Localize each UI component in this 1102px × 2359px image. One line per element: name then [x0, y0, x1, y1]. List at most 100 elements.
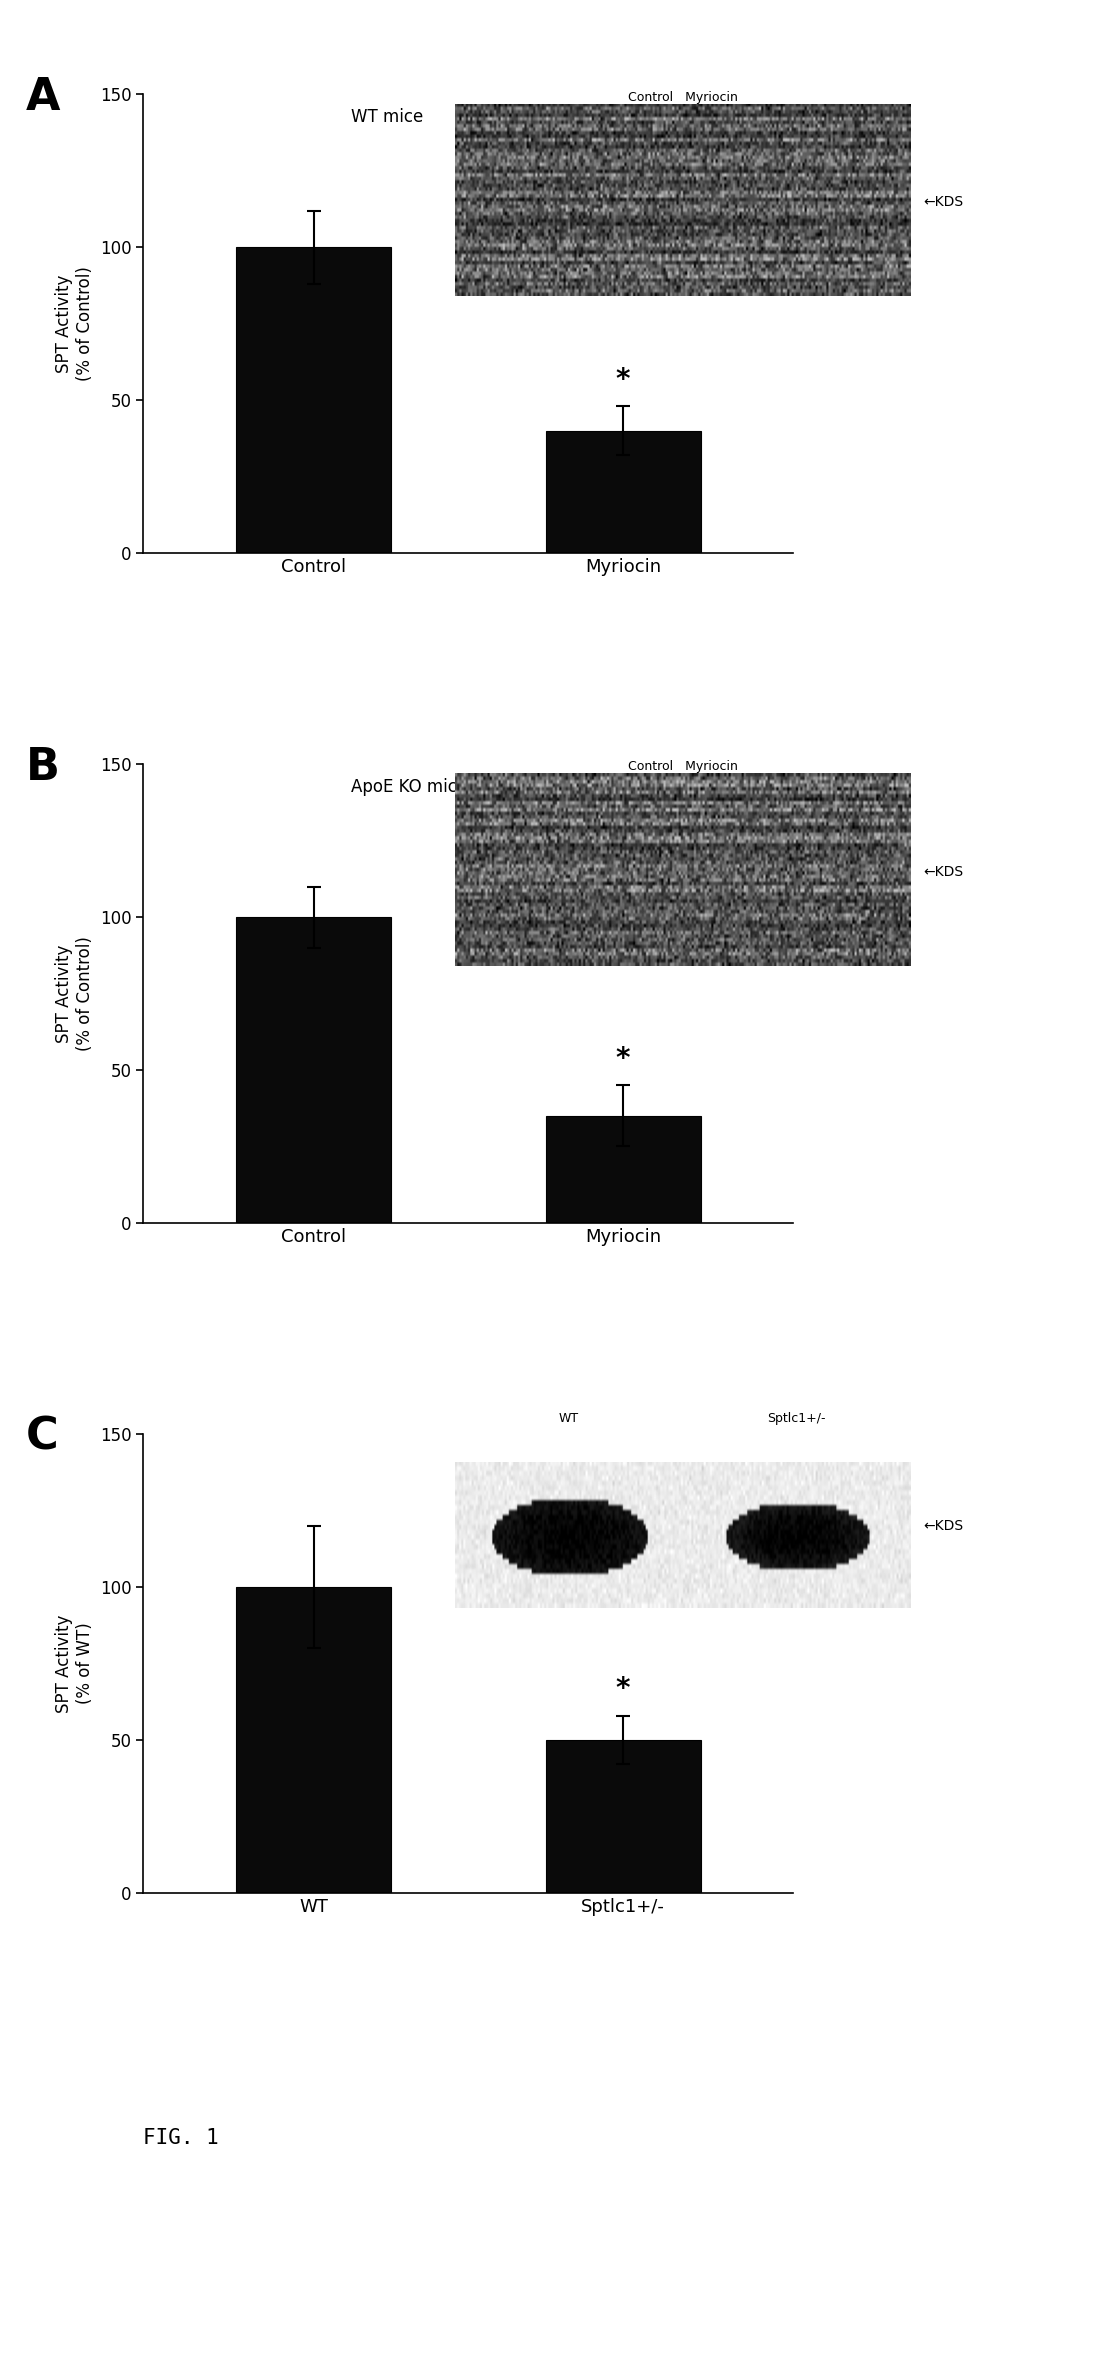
Point — [251, 413, 269, 451]
Point — [629, 1184, 647, 1222]
Point — [294, 474, 312, 512]
Point — [555, 1175, 573, 1213]
Point — [246, 1788, 263, 1826]
Point — [245, 1029, 262, 1066]
Point — [602, 1774, 619, 1812]
Point — [657, 1165, 674, 1203]
Point — [315, 330, 333, 368]
Point — [604, 1833, 622, 1871]
Point — [674, 1118, 692, 1156]
Point — [579, 1151, 596, 1189]
Point — [641, 1144, 659, 1182]
Point — [648, 1845, 666, 1882]
Point — [369, 385, 387, 422]
Point — [367, 295, 385, 333]
Point — [321, 1585, 338, 1623]
Point — [554, 1146, 572, 1184]
Point — [609, 1864, 627, 1901]
Point — [611, 495, 628, 533]
Point — [238, 349, 256, 387]
Point — [283, 1191, 301, 1229]
Point — [557, 1824, 574, 1861]
Point — [660, 1826, 678, 1864]
Point — [639, 434, 657, 472]
Point — [607, 420, 625, 458]
Point — [337, 962, 355, 1000]
Point — [601, 1196, 618, 1234]
Point — [659, 1187, 677, 1224]
Point — [328, 1840, 346, 1878]
Point — [348, 1194, 366, 1231]
Point — [274, 389, 292, 427]
Point — [234, 385, 251, 422]
Point — [650, 521, 668, 559]
Point — [261, 259, 279, 297]
Point — [354, 316, 371, 354]
Point — [626, 1099, 644, 1137]
Point — [558, 1776, 575, 1814]
Point — [599, 427, 617, 465]
Point — [359, 1689, 377, 1727]
Point — [662, 1109, 680, 1146]
Point — [597, 514, 615, 552]
Point — [267, 1673, 284, 1710]
Point — [586, 1783, 604, 1821]
Point — [295, 986, 313, 1024]
Point — [315, 451, 333, 488]
Point — [235, 340, 252, 377]
Point — [616, 531, 634, 569]
Point — [296, 1663, 314, 1701]
Point — [593, 477, 611, 514]
Point — [581, 1769, 598, 1807]
Point — [245, 1798, 262, 1835]
Point — [322, 418, 339, 455]
Point — [662, 1861, 680, 1899]
Point — [623, 491, 640, 528]
Point — [320, 498, 337, 535]
Point — [604, 1849, 622, 1887]
Point — [320, 1201, 337, 1238]
Point — [630, 420, 648, 458]
Point — [574, 1769, 592, 1807]
Point — [272, 1014, 290, 1052]
Point — [605, 446, 623, 484]
Point — [647, 1196, 665, 1234]
Point — [338, 1762, 356, 1800]
Point — [596, 1128, 614, 1165]
Point — [342, 1142, 359, 1180]
Point — [580, 453, 597, 491]
Point — [303, 408, 321, 446]
Point — [245, 1625, 262, 1663]
Point — [278, 1852, 295, 1890]
Point — [566, 1201, 584, 1238]
Point — [260, 1007, 278, 1045]
Point — [298, 283, 315, 321]
Point — [595, 415, 613, 453]
Point — [360, 1694, 378, 1732]
Point — [349, 401, 367, 439]
Point — [661, 1807, 679, 1845]
Point — [324, 335, 342, 373]
Point — [283, 1031, 301, 1069]
Point — [303, 1772, 321, 1809]
Point — [288, 1802, 305, 1840]
Point — [668, 1739, 685, 1776]
Point — [613, 1172, 630, 1210]
Point — [273, 1665, 291, 1703]
Point — [252, 1080, 270, 1118]
Point — [659, 1106, 677, 1144]
Point — [301, 420, 318, 458]
Point — [676, 1828, 693, 1866]
Point — [602, 1739, 619, 1776]
Point — [580, 1111, 597, 1149]
Point — [638, 1845, 656, 1882]
Point — [577, 1819, 595, 1857]
Point — [249, 955, 267, 993]
Point — [565, 420, 583, 458]
Point — [260, 1647, 278, 1684]
Point — [618, 1128, 636, 1165]
Point — [647, 1102, 665, 1139]
Point — [626, 1812, 644, 1849]
Point — [576, 1852, 594, 1890]
Point — [305, 309, 323, 347]
